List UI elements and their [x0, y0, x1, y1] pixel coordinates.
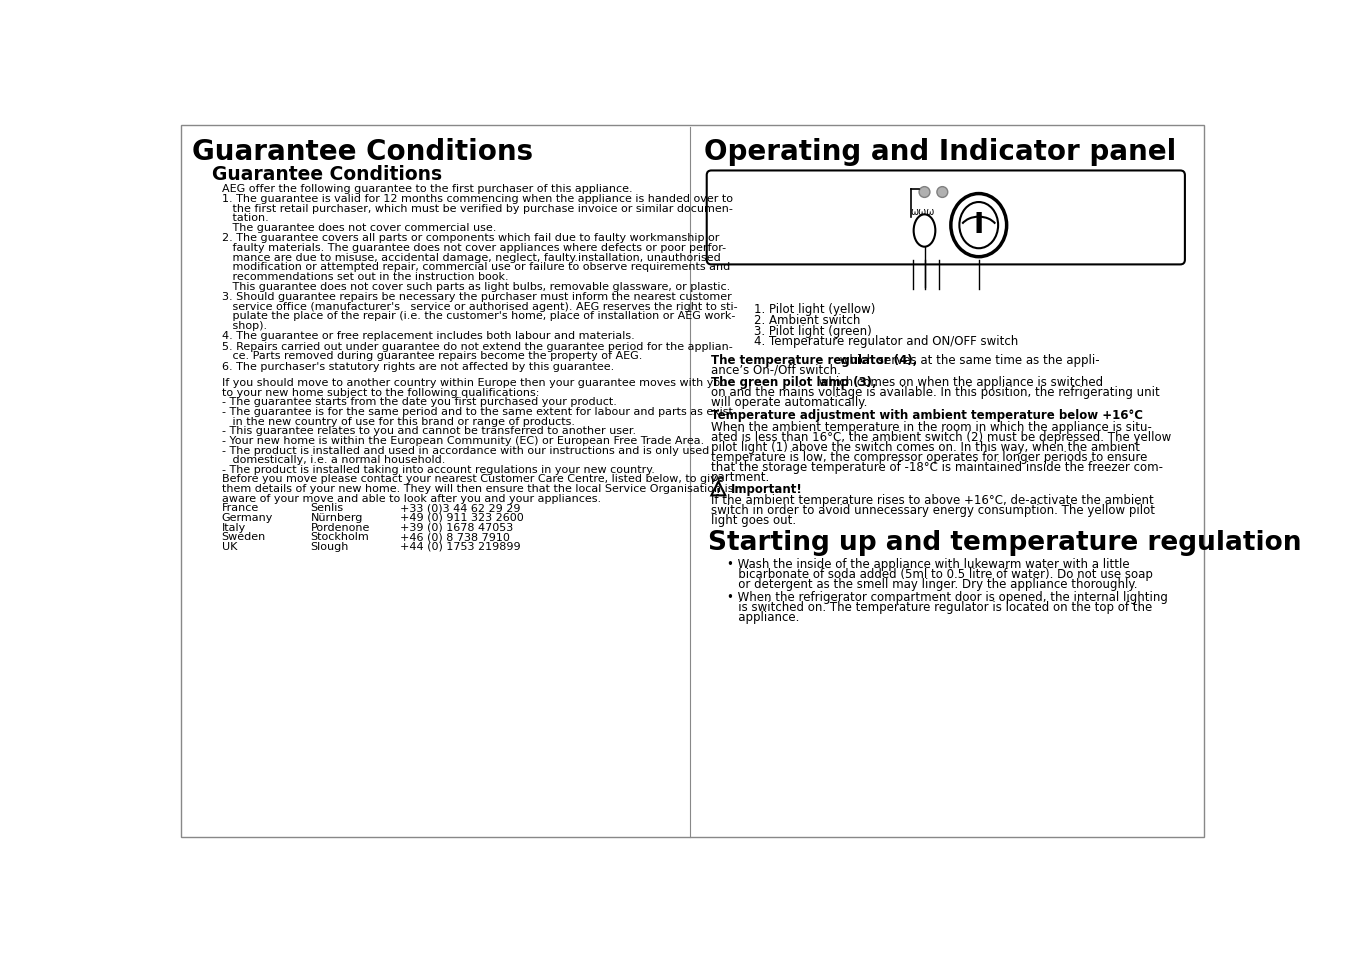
Text: partment.: partment.	[712, 471, 770, 483]
Text: +49 (0) 911 323 2600: +49 (0) 911 323 2600	[400, 513, 524, 522]
Text: 6. The purchaser's statutory rights are not affected by this guarantee.: 6. The purchaser's statutory rights are …	[222, 361, 613, 372]
Text: on and the mains voltage is available. In this position, the refrigerating unit: on and the mains voltage is available. I…	[712, 386, 1161, 399]
Text: If the ambient temperature rises to above +16°C, de-activate the ambient: If the ambient temperature rises to abov…	[712, 494, 1154, 507]
Text: appliance.: appliance.	[727, 611, 800, 623]
Text: Senlis: Senlis	[311, 503, 343, 513]
Text: which comes on when the appliance is switched: which comes on when the appliance is swi…	[815, 375, 1104, 389]
Text: AEG offer the following guarantee to the first purchaser of this appliance.: AEG offer the following guarantee to the…	[222, 184, 632, 193]
Text: Guarantee Conditions: Guarantee Conditions	[192, 137, 534, 166]
Text: Italy: Italy	[222, 522, 246, 532]
Text: Pordenone: Pordenone	[311, 522, 370, 532]
Text: service office (manufacturer's   service or authorised agent). AEG reserves the : service office (manufacturer's service o…	[222, 301, 738, 312]
Text: bicarbonate of soda added (5ml to 0.5 litre of water). Do not use soap: bicarbonate of soda added (5ml to 0.5 li…	[727, 567, 1152, 580]
Text: faulty materials. The guarantee does not cover appliances where defects or poor : faulty materials. The guarantee does not…	[222, 243, 725, 253]
Text: 3. Should guarantee repairs be necessary the purchaser must inform the nearest c: 3. Should guarantee repairs be necessary…	[222, 292, 731, 302]
Text: them details of your new home. They will then ensure that the local Service Orga: them details of your new home. They will…	[222, 483, 734, 494]
Text: - The product is installed taking into account regulations in your new country.: - The product is installed taking into a…	[222, 464, 654, 475]
Ellipse shape	[913, 215, 935, 248]
Text: is switched on. The temperature regulator is located on the top of the: is switched on. The temperature regulato…	[727, 600, 1152, 614]
Text: pulate the place of the repair (i.e. the customer's home, place of installation : pulate the place of the repair (i.e. the…	[222, 311, 735, 321]
FancyBboxPatch shape	[181, 126, 1204, 837]
Text: +39 (0) 1678 47053: +39 (0) 1678 47053	[400, 522, 513, 532]
Text: that the storage temperature of -18°C is maintained inside the freezer com-: that the storage temperature of -18°C is…	[712, 460, 1163, 474]
Text: Operating and Indicator panel: Operating and Indicator panel	[704, 137, 1175, 166]
Text: - The guarantee starts from the date you first purchased your product.: - The guarantee starts from the date you…	[222, 397, 616, 407]
Text: +33 (0)3 44 62 29 29: +33 (0)3 44 62 29 29	[400, 503, 520, 513]
Text: in the new country of use for this brand or range of products.: in the new country of use for this brand…	[222, 416, 574, 426]
Text: ωωω: ωωω	[911, 207, 935, 216]
Text: 4. Temperature regulator and ON/OFF switch: 4. Temperature regulator and ON/OFF swit…	[754, 335, 1019, 348]
Circle shape	[919, 188, 929, 198]
Text: If you should move to another country within Europe then your guarantee moves wi: If you should move to another country wi…	[222, 377, 727, 388]
Text: recommendations set out in the instruction book.: recommendations set out in the instructi…	[222, 272, 508, 282]
Text: France: France	[222, 503, 259, 513]
Text: domestically, i.e. a normal household.: domestically, i.e. a normal household.	[222, 455, 444, 465]
Ellipse shape	[959, 203, 998, 249]
Text: or detergent as the smell may linger. Dry the appliance thoroughly.: or detergent as the smell may linger. Dr…	[727, 578, 1138, 591]
FancyBboxPatch shape	[707, 172, 1185, 265]
Text: Before you move please contact your nearest Customer Care Centre, listed below, : Before you move please contact your near…	[222, 474, 723, 484]
Text: 5. Repairs carried out under guarantee do not extend the guarantee period for th: 5. Repairs carried out under guarantee d…	[222, 341, 732, 352]
Text: When the ambient temperature in the room in which the appliance is situ-: When the ambient temperature in the room…	[712, 420, 1152, 434]
Text: The temperature regulator (4),: The temperature regulator (4),	[712, 354, 917, 367]
Text: will operate automatically.: will operate automatically.	[712, 395, 867, 409]
Text: temperature is low, the compressor operates for longer periods to ensure: temperature is low, the compressor opera…	[712, 451, 1148, 463]
Text: - The guarantee is for the same period and to the same extent for labour and par: - The guarantee is for the same period a…	[222, 407, 732, 416]
Text: ance’s On-/Off switch.: ance’s On-/Off switch.	[712, 364, 842, 376]
Text: Stockholm: Stockholm	[311, 532, 369, 541]
Text: modification or attempted repair, commercial use or failure to observe requireme: modification or attempted repair, commer…	[222, 262, 730, 272]
Text: Important!: Important!	[731, 482, 802, 495]
Text: - Your new home is within the European Community (EC) or European Free Trade Are: - Your new home is within the European C…	[222, 436, 704, 445]
Text: Nürnberg: Nürnberg	[311, 513, 363, 522]
Text: I: I	[974, 211, 984, 238]
Text: 3. Pilot light (green): 3. Pilot light (green)	[754, 324, 871, 337]
Text: pilot light (1) above the switch comes on. In this way, when the ambient: pilot light (1) above the switch comes o…	[712, 440, 1140, 454]
Text: Sweden: Sweden	[222, 532, 266, 541]
Text: 1. Pilot light (yellow): 1. Pilot light (yellow)	[754, 303, 875, 315]
Text: mance are due to misuse, accidental damage, neglect, faulty.installation, unauth: mance are due to misuse, accidental dama…	[222, 253, 720, 262]
Circle shape	[936, 188, 948, 198]
Text: Starting up and temperature regulation: Starting up and temperature regulation	[708, 530, 1301, 556]
Text: shop).: shop).	[222, 320, 266, 331]
Polygon shape	[712, 482, 725, 496]
Text: light goes out.: light goes out.	[712, 514, 797, 527]
Text: tation.: tation.	[222, 213, 269, 223]
Text: 4. The guarantee or free replacement includes both labour and materials.: 4. The guarantee or free replacement inc…	[222, 331, 635, 341]
Text: Germany: Germany	[222, 513, 273, 522]
Text: 2. The guarantee covers all parts or components which fail due to faulty workman: 2. The guarantee covers all parts or com…	[222, 233, 719, 243]
Text: switch in order to avoid unnecessary energy consumption. The yellow pilot: switch in order to avoid unnecessary ene…	[712, 503, 1155, 517]
Text: This guarantee does not cover such parts as light bulbs, removable glassware, or: This guarantee does not cover such parts…	[222, 281, 730, 292]
Text: Slough: Slough	[311, 541, 349, 551]
Text: UK: UK	[222, 541, 236, 551]
Text: ated is less than 16°C, the ambient switch (2) must be depressed. The yellow: ated is less than 16°C, the ambient swit…	[712, 431, 1171, 443]
Text: to your new home subject to the following qualifications:: to your new home subject to the followin…	[222, 388, 539, 397]
Text: aware of your move and able to look after you and your appliances.: aware of your move and able to look afte…	[222, 494, 601, 503]
Text: ce. Parts removed during guarantee repairs become the property of AEG.: ce. Parts removed during guarantee repai…	[222, 351, 642, 361]
Text: The green pilot lamp (3),: The green pilot lamp (3),	[712, 375, 877, 389]
Text: which serves at the same time as the appli-: which serves at the same time as the app…	[836, 354, 1100, 367]
Text: - This guarantee relates to you and cannot be transferred to another user.: - This guarantee relates to you and cann…	[222, 426, 636, 436]
Text: 2. Ambient switch: 2. Ambient switch	[754, 314, 861, 327]
Text: !: !	[716, 487, 720, 497]
Text: - The product is installed and used in accordance with our instructions and is o: - The product is installed and used in a…	[222, 445, 709, 456]
Text: Temperature adjustment with ambient temperature below +16°C: Temperature adjustment with ambient temp…	[712, 409, 1143, 422]
Text: • When the refrigerator compartment door is opened, the internal lighting: • When the refrigerator compartment door…	[727, 591, 1167, 603]
Text: The guarantee does not cover commercial use.: The guarantee does not cover commercial …	[222, 223, 496, 233]
Text: +44 (0) 1753 219899: +44 (0) 1753 219899	[400, 541, 520, 551]
Ellipse shape	[951, 194, 1006, 257]
Text: 1. The guarantee is valid for 12 months commencing when the appliance is handed : 1. The guarantee is valid for 12 months …	[222, 194, 732, 204]
Text: Guarantee Conditions: Guarantee Conditions	[212, 165, 442, 184]
Text: the first retail purchaser, which must be verified by purchase invoice or simila: the first retail purchaser, which must b…	[222, 204, 732, 213]
Text: +46 (0) 8 738 7910: +46 (0) 8 738 7910	[400, 532, 509, 541]
Text: • Wash the inside of the appliance with lukewarm water with a little: • Wash the inside of the appliance with …	[727, 558, 1129, 571]
